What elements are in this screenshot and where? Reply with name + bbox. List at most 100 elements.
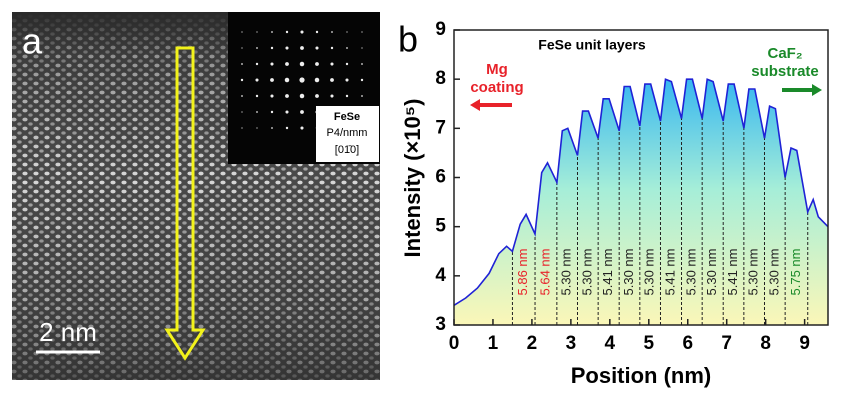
inset-label-box [316,106,379,162]
fft-spot [361,31,363,33]
x-tick-label: 7 [721,333,732,354]
y-tick-label: 9 [435,19,446,40]
x-tick-label: 3 [566,333,577,354]
fft-spot [256,127,258,129]
layer-spacing-label: 5.75 nm [788,249,803,296]
fft-spot [241,111,243,113]
fft-spot [271,31,273,33]
y-tick-label: 5 [435,216,446,237]
note-text: coating [470,79,523,96]
area [454,79,828,325]
fft-spot [300,126,304,130]
fft-spot [315,30,319,34]
fft-spot [255,78,259,82]
panel-label: b [398,19,418,60]
y-tick-label: 6 [435,167,446,188]
y-tick-label: 8 [435,68,446,89]
fft-spot [256,47,258,49]
note-text: substrate [751,63,819,80]
fft-spot [270,46,274,50]
fft-spot [361,95,363,97]
fft-spot [256,111,258,113]
fft-spot [300,30,304,34]
fft-spot [346,31,348,33]
inset-text: P4/nmm [327,127,368,139]
profile-arrow [164,46,206,361]
note-arrow [782,84,822,96]
fft-spot [331,31,333,33]
fft-spot [285,62,289,66]
x-tick-label: 8 [760,333,771,354]
x-axis-label: Position (nm) [571,363,712,388]
fft-spot [270,78,274,82]
fft-spot [241,95,243,97]
fft-spot [255,94,259,98]
fft-spot [285,30,289,34]
layer-spacing-label: 5.41 nm [600,249,615,296]
fft-spot [270,62,274,66]
fft-spot [300,46,304,50]
scale-bar-label: 2 nm [39,317,97,347]
x-tick-label: 5 [644,333,655,354]
fft-spot [284,77,290,83]
layer-spacing-label: 5.41 nm [662,249,677,296]
fft-spot [241,31,243,33]
fft-spot [299,61,305,67]
fft-spot [285,46,289,50]
fft-spot [345,78,349,82]
fft-spot [270,94,274,98]
layer-spacing-label: 5.30 nm [766,249,781,296]
layer-spacing-label: 5.64 nm [537,249,552,296]
fft-spot [345,94,349,98]
fft-spot [241,63,243,65]
fft-spot [361,47,363,49]
fft-spot [314,77,320,83]
x-tick-label: 9 [799,333,810,354]
fft-spot [345,62,349,66]
x-tick-label: 1 [488,333,499,354]
layer-spacing-label: 5.30 nm [746,249,761,296]
fft-spot [330,94,334,98]
panel-label: a [22,21,43,62]
fft-spot [330,46,334,50]
fft-spot [315,62,319,66]
note-arrow [470,99,512,111]
micrograph: FeSe P4/nmm [01̄0] a 2 nm [12,12,380,380]
fft-spot [241,47,243,49]
fft-spot [271,127,273,129]
fft-spot [255,62,259,66]
y-tick-label: 7 [435,117,446,138]
layer-spacing-label: 5.30 nm [683,249,698,296]
inset-text: FeSe [334,111,360,123]
fft-spot [240,78,244,82]
fft-spot [330,78,334,82]
layer-spacing-label: 5.41 nm [725,249,740,296]
fft-spot [315,46,319,50]
fft-spot [330,62,334,66]
fft-spot [361,63,363,65]
inset-text: [01̄0] [335,144,359,156]
chart-title: FeSe unit layers [538,37,646,53]
fft-spot [285,94,289,98]
x-tick-label: 6 [682,333,693,354]
x-tick-label: 2 [527,333,538,354]
layer-spacing-label: 5.30 nm [579,249,594,296]
fft-spot [299,93,305,99]
fft-spot [285,110,289,114]
fft-spot [285,126,289,130]
line [453,78,829,306]
x-tick-label: 0 [449,333,460,354]
note-text: Mg [486,61,508,78]
fft-spot [241,127,243,129]
fft-spot [300,110,304,114]
fft-spot [315,94,319,98]
fft-spot [256,31,258,33]
layer-spacing-label: 5.30 nm [642,249,657,296]
fft-spot [299,77,305,83]
layer-spacing-label: 5.30 nm [559,249,574,296]
fft-spot [270,110,274,114]
layer-spacing-label: 5.30 nm [621,249,636,296]
layer-spacing-label: 5.86 nm [515,249,530,296]
layer-spacing-label: 5.30 nm [704,249,719,296]
